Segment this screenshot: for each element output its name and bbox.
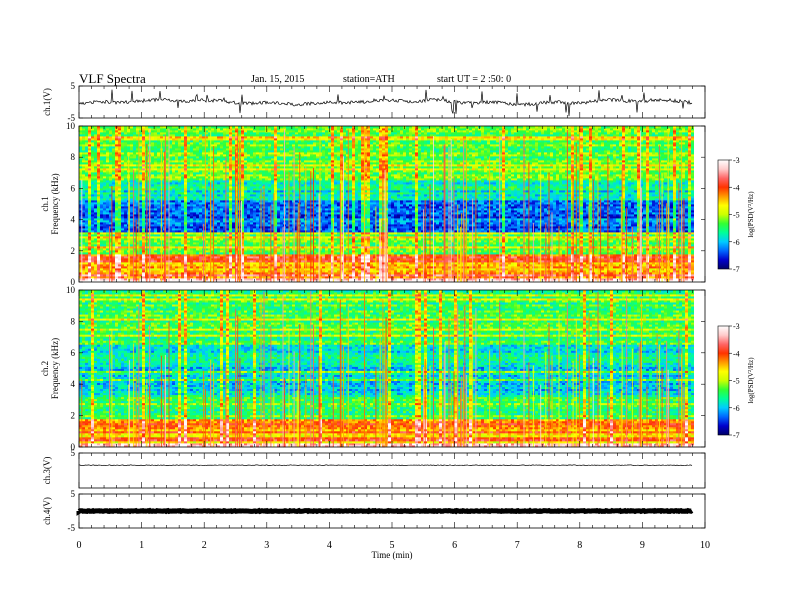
x-tick-label: 5 [390,540,395,551]
colorbar-gradient [717,325,730,436]
frequency-axis-label: Frequency (kHz) [50,338,60,399]
colorbar-tick-label: -4 [733,183,740,192]
y-tick-label: 5 [71,448,76,458]
colorbar-tick-label: -6 [733,238,740,247]
voltage-trace [76,507,694,516]
colorbar-label: log(PSD(V²/Hz) [747,191,755,238]
y-tick-label: 2 [71,246,76,256]
voltage-axis-label: ch.4(V) [42,497,52,525]
y-tick-label: 4 [71,215,76,225]
y-tick-label: -5 [68,523,76,533]
y-tick-label: 5 [71,489,76,499]
y-tick-label: -5 [68,113,76,123]
station-label: station=ATH [343,74,395,85]
colorbar-gradient [717,159,730,270]
x-tick-label: 0 [77,540,82,551]
y-tick-label: 2 [71,411,76,421]
y-tick-label: 10 [66,121,76,131]
x-axis-label: Time (min) [372,550,413,560]
colorbar-tick-label: -7 [733,265,740,274]
colorbar-tick-label: -6 [733,404,740,413]
x-tick-label: 8 [577,540,582,551]
y-tick-label: 8 [71,152,76,162]
date-label: Jan. 15, 2015 [251,74,304,85]
y-tick-label: 5 [71,81,76,91]
y-tick-label: 6 [71,348,76,358]
x-tick-label: 7 [515,540,520,551]
colorbar-tick-label: -5 [733,211,740,220]
panel-5: ch.4(V) 5 -5 [42,489,706,533]
x-tick-label: 6 [452,540,457,551]
colorbar-tick-label: -5 [733,377,740,386]
frequency-axis-label: Frequency (kHz) [50,173,60,234]
colorbar-tick-label: -7 [733,431,740,440]
start-time-label: start UT = 2 :50: 0 [437,74,511,85]
voltage-trace [78,464,693,467]
colorbar-label: log(PSD(V²/Hz) [747,357,755,404]
x-tick-label: 2 [202,540,207,551]
panel-1: ch.1(V) 5 -5 [42,81,706,123]
colorbar-ch2: -3 -4 -5 -6 -7 log(PSD(V²/Hz) [717,322,755,440]
y-tick-label: 10 [66,285,76,295]
colorbar-tick-label: -4 [733,349,740,358]
y-tick-label: 6 [71,183,76,193]
channel-label: ch.2 [40,361,50,376]
x-tick-label: 1 [139,540,144,551]
voltage-axis-label: ch.3(V) [42,457,52,485]
colorbar-ch1: -3 -4 -5 -6 -7 log(PSD(V²/Hz) [717,156,755,274]
panel-2: -3 -4 -5 -6 -7 log(PSD(V²/Hz) ch.1 Frequency (k… [40,121,755,287]
panel-3: -3 -4 -5 -6 -7 log(PSD(V²/Hz) ch.2 Frequency (k… [40,285,755,452]
y-tick-label: 0 [71,277,76,287]
x-tick-label: 3 [264,540,269,551]
spectrogram-ch1 [79,126,694,283]
channel-label: ch.1 [40,196,50,211]
spectrogram-ch2 [79,290,694,448]
panel-4: ch.3(V) 5 [42,448,706,489]
voltage-trace [78,89,693,117]
x-tick-label: 10 [700,540,710,551]
x-axis: 0 1 2 3 4 5 6 7 8 9 10 Time (min) [77,540,711,560]
colorbar-tick-label: -3 [733,322,740,331]
figure-title: VLF Spectra [79,71,146,87]
colorbar-tick-label: -3 [733,156,740,165]
y-tick-label: 8 [71,316,76,326]
x-tick-label: 4 [327,540,332,551]
y-tick-label: 4 [71,379,76,389]
voltage-axis-label: ch.1(V) [42,88,52,116]
y-tick-label: 0 [71,442,76,452]
x-tick-label: 9 [640,540,645,551]
